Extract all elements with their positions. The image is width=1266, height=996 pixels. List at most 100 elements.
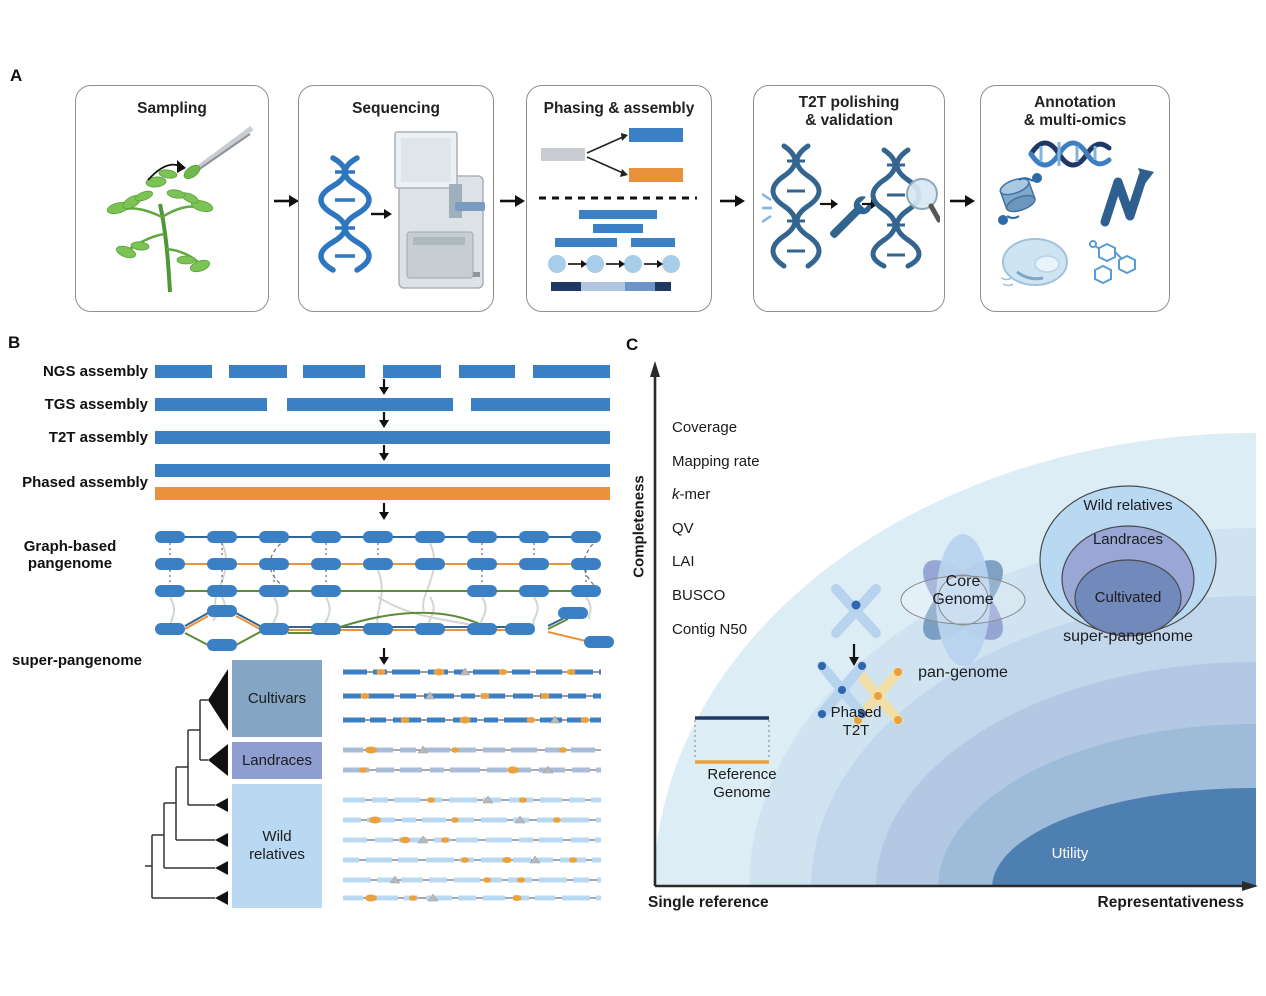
panel-c-label: C [626,335,639,354]
t2t-bar [155,431,610,444]
dna-helix-icon [870,147,922,269]
cell-icon [1000,238,1068,287]
t2t-polish-illustration [762,143,940,269]
pangenome-graph [155,531,614,651]
wrench-icon [830,195,873,238]
multi-omics-illustration [998,140,1154,287]
dna-icon [1028,140,1112,168]
small-arrow-icon [371,209,392,219]
super-pangenome-venn-label: super-pangenome [1063,628,1193,645]
down-arrow-icon [379,503,389,520]
box-title: Phasing & assembly [543,100,695,117]
panel-a-label: A [10,66,23,85]
metabolite-icon [1089,240,1136,285]
cultivar-track [343,715,601,724]
box-title: Sequencing [352,100,440,117]
box-title: T2T polishing & validation [798,94,900,129]
metric-lai: LAI [672,553,695,570]
flow-arrow-icon [950,195,975,207]
category-cultivars: Cultivars [232,660,322,737]
metric-busco: BUSCO [672,587,726,604]
category-landraces: Landraces [232,742,322,779]
row-label-phased: Phased assembly [22,474,148,491]
panel-a-box-phasing: Phasing & assembly [526,85,712,312]
row-label-t2t: T2T assembly [48,429,148,446]
box-title: Annotation & multi-omics [1023,94,1127,129]
haplotype-bar-icon [551,282,671,291]
panel-a-box-t2t: T2T polishing & validation [753,85,945,312]
flow-arrow-icon [500,195,525,207]
reference-genome-icon [694,716,770,764]
category-wild-relatives: Wild relatives [232,784,322,908]
box-title: Sampling [137,100,207,117]
panel-c-plot [650,361,1258,891]
ngs-bar-segment [459,365,515,378]
ngs-bar-segment [303,365,365,378]
merged-graph [155,605,614,651]
ngs-bar-segment [533,365,610,378]
utility-label: Utility [1051,845,1089,862]
phased-hap1-bar [155,464,610,477]
ngs-bar-segment [155,365,212,378]
panel-a-box-annotation: Annotation & multi-omics [980,85,1170,312]
x-axis-left-label: Single reference [648,894,769,911]
tgs-bar-segment [471,398,610,411]
wild-track [343,893,601,902]
wild-track [343,875,601,884]
genome-tracks [343,667,601,902]
reference-genome-label: Reference Genome [707,766,777,801]
sequencer-machine-icon [394,131,485,289]
wild-track [343,815,601,824]
super-pangenome-label: super-pangenome [12,652,143,669]
phased-t2t-label: Phased T2T [830,704,882,739]
core-genome-label: Core Genome [932,573,994,608]
metric-mapping-rate: Mapping rate [672,453,760,470]
phasing-diagram-icon [539,128,697,291]
cultivar-track [343,691,601,700]
graph-nodes [155,531,601,597]
ngs-bar-segment [229,365,287,378]
pan-genome-venn [900,534,1026,666]
dna-helix-icon [770,143,822,269]
x-axis-right-label: Representativeness [1097,894,1244,911]
y-axis-label: Completeness [630,475,648,578]
ngs-bar-segment [383,365,441,378]
panel-a-box-sequencing: Sequencing [298,85,494,312]
sequencer-illustration [318,131,485,289]
curved-arrow-icon [147,160,186,181]
chromatin-icon [998,173,1042,225]
metric-contig-n50: Contig N50 [672,621,748,638]
pan-genome-label: pan-genome [918,664,1008,681]
down-arrow-icon [379,445,389,461]
assembly-path-icon [548,255,680,273]
phased-hap2-bar [155,487,610,500]
read-bars-icon [555,210,675,247]
panel-b-label: B [8,333,21,352]
down-arrow-icon [379,379,389,395]
wild-track [343,795,601,804]
flow-arrow-icon [274,195,299,207]
row-label-ngs: NGS assembly [42,363,148,380]
clade-triangles [208,669,228,905]
super-pangenome-venn [1039,485,1217,637]
flow-arrow-icon [720,195,745,207]
metric-kmer: k-mer [672,486,711,503]
spark-icon [762,192,772,224]
wild-track [343,835,601,844]
axes [650,361,1258,891]
landrace-track [343,765,601,774]
tweezers-icon [183,125,254,179]
down-arrow-icon [379,412,389,428]
venn-cultivated-label: Cultivated [1094,589,1162,606]
panel-a-box-sampling: Sampling [75,85,269,312]
phylo-tree [145,669,228,905]
wild-track [343,855,601,864]
phased-t2t-icon [817,584,903,725]
venn-wild-relatives-label: Wild relatives [1083,497,1173,514]
down-arrow-icon [379,648,389,665]
metric-qv: QV [672,520,694,537]
cultivar-track [343,667,601,676]
protein-icon [1100,168,1154,227]
row-label-tgs: TGS assembly [44,396,148,413]
